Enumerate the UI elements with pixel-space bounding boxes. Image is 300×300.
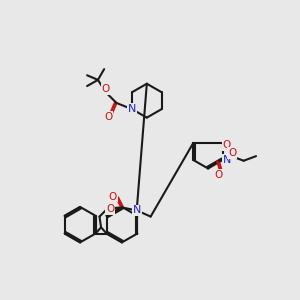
Text: O: O (214, 169, 222, 180)
Text: N: N (128, 104, 136, 114)
Text: N: N (128, 104, 136, 114)
Text: O: O (104, 112, 112, 122)
Text: O: O (106, 204, 115, 214)
Text: O: O (228, 148, 236, 158)
Text: O: O (223, 140, 231, 150)
Text: N: N (223, 155, 232, 165)
Text: N: N (133, 206, 141, 215)
Text: O: O (109, 191, 117, 202)
Text: O: O (102, 84, 110, 94)
